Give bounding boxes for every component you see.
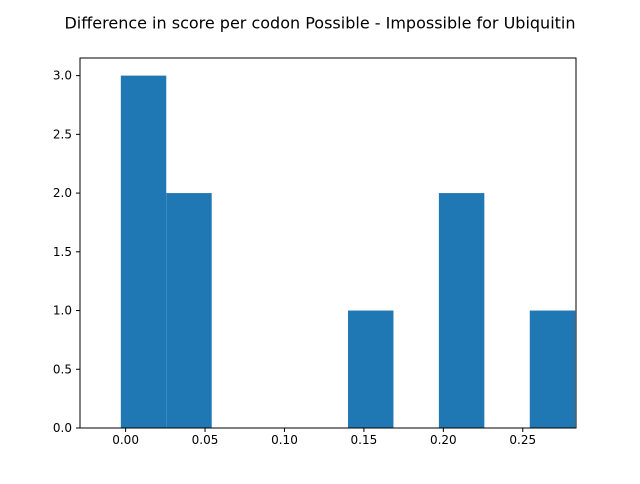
y-tick-label: 3.0 [53,69,72,83]
x-tick-label: 0.25 [509,433,536,447]
y-tick-label: 2.0 [53,186,72,200]
y-tick-label: 0.0 [53,421,72,435]
histogram-bar [348,310,394,428]
x-tick-label: 0.00 [112,433,139,447]
y-tick-label: 1.5 [53,245,72,259]
x-tick-label: 0.15 [351,433,378,447]
histogram-bar [166,193,212,428]
y-tick-label: 0.5 [53,362,72,376]
x-tick-label: 0.10 [271,433,298,447]
axes-frame [79,57,577,429]
y-tick-label: 1.0 [53,304,72,318]
plot-area: 0.00 0.05 0.10 0.15 0.20 0.25 0.0 0.5 1.0 1.5 2.0 2… [53,57,577,447]
y-tick-label: 2.5 [53,127,72,141]
chart-title: Difference in score per codon Possible -… [64,14,575,33]
x-tick-label: 0.05 [192,433,219,447]
histogram-bar [120,75,167,429]
histogram-bar [529,310,576,428]
histogram-bar [438,193,485,428]
x-tick-label: 0.20 [430,433,457,447]
